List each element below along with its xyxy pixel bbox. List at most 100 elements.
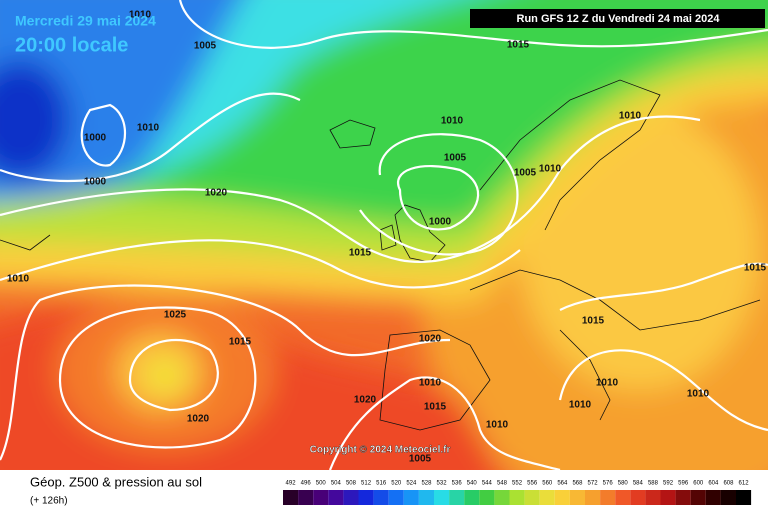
isobar-label: 1005	[409, 454, 432, 465]
legend-swatch	[736, 490, 752, 505]
legend-label: 512	[361, 481, 372, 487]
isobar-label: 1020	[419, 334, 442, 345]
valid-date: Mercredi 29 mai 2024	[15, 13, 156, 29]
legend-label: 584	[633, 481, 644, 487]
isobar-label: 1015	[582, 316, 605, 327]
legend-swatch	[479, 490, 495, 505]
isobars	[0, 0, 768, 461]
legend-label: 552	[512, 481, 523, 487]
legend-label: 524	[406, 481, 417, 487]
legend-swatch	[615, 490, 631, 505]
isobar-label: 1010	[7, 274, 30, 285]
legend-label: 588	[648, 481, 659, 487]
isobar-label: 1020	[354, 395, 377, 406]
isobar-label: 1010	[687, 389, 710, 400]
legend-swatch	[705, 490, 721, 505]
isobar-label: 1020	[187, 414, 210, 425]
legend-swatch	[449, 490, 465, 505]
legend-swatch	[660, 490, 676, 505]
legend-label: 528	[421, 481, 432, 487]
legend-swatch	[403, 490, 419, 505]
legend-swatch	[283, 490, 299, 505]
isobar-label: 1005	[194, 41, 217, 52]
footer-title: Géop. Z500 & pression au sol	[30, 474, 202, 489]
copyright: Copyright © 2024 Meteociel.fr	[310, 445, 451, 456]
legend-swatch	[494, 490, 510, 505]
isobar-label: 1000	[84, 177, 107, 188]
legend-swatch	[539, 490, 555, 505]
isobar-label: 1010	[129, 10, 152, 21]
isobar-label: 1010	[441, 116, 464, 127]
legend-label: 596	[678, 481, 689, 487]
isobar-label: 1010	[486, 420, 509, 431]
legend-swatch	[434, 490, 450, 505]
isobar-label: 1010	[569, 400, 592, 411]
isobar-label: 1005	[514, 168, 537, 179]
legend-label: 556	[527, 481, 538, 487]
local-time: 20:00 locale	[15, 34, 128, 56]
isobar-label: 1020	[205, 188, 228, 199]
legend-swatch	[675, 490, 691, 505]
legend-label: 576	[603, 481, 614, 487]
isobar-label: 1015	[424, 402, 447, 413]
isobar-label: 1000	[429, 217, 452, 228]
legend-label: 600	[693, 481, 704, 487]
isobar-label: 1010	[596, 378, 619, 389]
legend-swatch	[418, 490, 434, 505]
isobar-label: 1025	[164, 310, 187, 321]
legend-label: 612	[739, 481, 750, 487]
legend-swatch	[720, 490, 736, 505]
legend-label: 544	[482, 481, 493, 487]
legend-swatch	[373, 490, 389, 505]
legend-swatch	[524, 490, 540, 505]
legend-label: 592	[663, 481, 674, 487]
lead-time: (+ 126h)	[30, 496, 68, 507]
isobar-label: 1015	[349, 248, 372, 259]
legend-label: 496	[301, 481, 312, 487]
legend-label: 608	[723, 481, 734, 487]
isobar-label: 1010	[619, 111, 642, 122]
legend-swatch	[600, 490, 616, 505]
legend-label: 492	[286, 481, 297, 487]
run-banner	[470, 9, 765, 28]
legend-label: 516	[376, 481, 387, 487]
legend-swatch	[690, 490, 706, 505]
color-legend: 492 496 500 504 508 512 516 520 524 528 532 536 540 5…	[283, 481, 752, 505]
isobar-label: 1010	[137, 123, 160, 134]
legend-swatch	[388, 490, 404, 505]
legend-label: 540	[467, 481, 478, 487]
isobar-label: 1010	[419, 378, 442, 389]
legend-label: 580	[618, 481, 629, 487]
legend-swatch	[509, 490, 525, 505]
legend-swatch	[554, 490, 570, 505]
legend-label: 604	[708, 481, 719, 487]
isobar-label: 1015	[507, 40, 530, 51]
legend-label: 568	[572, 481, 583, 487]
legend-label: 500	[316, 481, 327, 487]
legend-swatch	[328, 490, 344, 505]
legend-label: 560	[542, 481, 553, 487]
isobar-label: 1000	[84, 133, 107, 144]
legend-swatch	[585, 490, 601, 505]
legend-swatch	[313, 490, 329, 505]
legend-label: 508	[346, 481, 357, 487]
run-info: Run GFS 12 Z du Vendredi 24 mai 2024	[517, 13, 721, 25]
legend-swatch	[569, 490, 585, 505]
isobar-label: 1005	[444, 153, 467, 164]
legend-swatch	[358, 490, 374, 505]
isobar-label: 1015	[744, 263, 767, 274]
legend-swatch	[298, 490, 314, 505]
isobar-label: 1010	[539, 164, 562, 175]
legend-swatch	[343, 490, 359, 505]
legend-label: 504	[331, 481, 342, 487]
coastlines	[0, 79, 761, 431]
legend-label: 564	[557, 481, 568, 487]
legend-label: 548	[497, 481, 508, 487]
legend-swatch	[630, 490, 646, 505]
isobar-label: 1015	[229, 337, 252, 348]
legend-label: 532	[437, 481, 448, 487]
legend-label: 536	[452, 481, 463, 487]
legend-label: 520	[391, 481, 402, 487]
